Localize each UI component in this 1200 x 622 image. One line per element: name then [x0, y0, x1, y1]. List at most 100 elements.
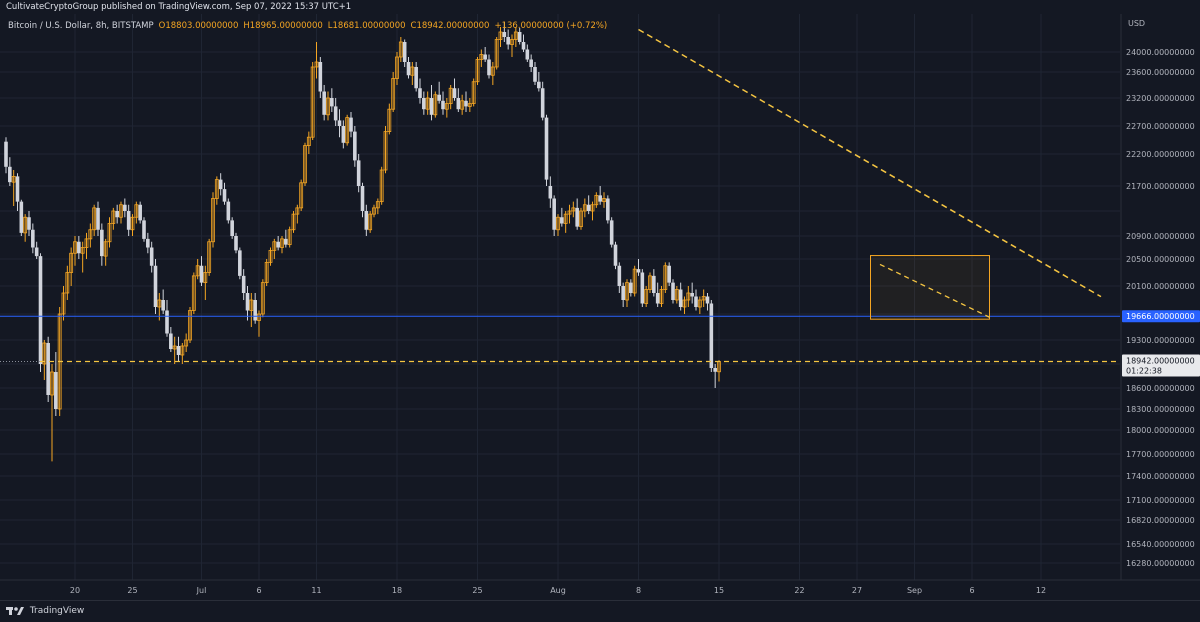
candle-body	[322, 91, 326, 115]
candle-body	[31, 229, 35, 248]
brand-label: TradingView	[29, 606, 85, 616]
horizontal-line-price-badge	[1122, 310, 1200, 323]
candle-body	[629, 282, 633, 293]
candle-body	[713, 368, 717, 372]
legend-high: H18965.00000000	[243, 21, 322, 31]
candle-body	[567, 210, 572, 215]
candle-body	[529, 59, 533, 67]
candle-body	[169, 333, 173, 349]
candle-body	[92, 207, 97, 231]
candle-body	[648, 275, 652, 290]
descending-trendline[interactable]	[638, 28, 1102, 298]
candle-body	[560, 217, 564, 224]
tradingview-logo-icon	[6, 606, 24, 615]
candle-body	[471, 81, 476, 105]
candle-body	[284, 238, 288, 245]
candle-body	[425, 97, 430, 110]
candle-body	[644, 289, 649, 304]
candle-body	[517, 32, 522, 42]
candle-body	[341, 126, 346, 143]
candle-body	[487, 59, 491, 76]
candle-body	[422, 98, 426, 110]
time-axis[interactable]: 20 25 Jul 6 11 18 25 Aug 8 15 22 27 Sep 6 12	[0, 579, 1200, 595]
candle-body	[537, 81, 541, 89]
candle-body	[709, 303, 714, 368]
consolidation-rectangle[interactable]	[870, 255, 990, 320]
price-tick-label: 16280.00000000	[1126, 559, 1195, 568]
candle-body	[544, 117, 549, 180]
candle-body	[238, 250, 242, 276]
price-tick-label: 22200.00000000	[1126, 150, 1195, 159]
candle-body	[594, 194, 599, 206]
candle-body	[383, 131, 388, 171]
time-tick-label: 11	[311, 586, 321, 595]
candle-body	[100, 229, 104, 257]
candle-body	[337, 120, 342, 126]
candle-body	[222, 189, 227, 202]
candle-body	[330, 98, 334, 107]
candle-body	[11, 175, 16, 183]
candle-body	[149, 247, 154, 266]
candle-body	[157, 299, 162, 308]
legend-close: C18942.00000000	[411, 21, 490, 31]
time-tick-label: 25	[127, 586, 137, 595]
candle-body	[364, 211, 369, 230]
candle-body	[230, 220, 234, 236]
candle-body	[663, 265, 668, 290]
rectangle-trendline[interactable]	[879, 263, 990, 318]
candle-body	[134, 204, 139, 218]
candle-body	[299, 182, 304, 209]
candle-body	[483, 54, 487, 60]
candle-body	[245, 293, 250, 311]
legend-text: Bitcoin / U.S. Dollar, 8h, BITSTAMP O1880…	[8, 21, 607, 31]
candle-body	[19, 201, 24, 233]
candle-body	[540, 88, 545, 118]
candle-body	[548, 186, 553, 199]
candle-body	[234, 236, 238, 251]
candle-body	[563, 213, 568, 224]
bar-countdown-label: 01:22:38	[1126, 366, 1162, 375]
candle-body	[456, 98, 461, 110]
candle-body	[27, 217, 31, 230]
candle-body	[686, 292, 691, 301]
candle-body	[257, 313, 261, 321]
candle-body	[253, 300, 257, 321]
candlestick-chart[interactable]: USD 24000.00000000 23600.00000000 23200.000…	[0, 14, 1200, 600]
candle-body	[188, 310, 192, 341]
candle-body	[176, 346, 181, 355]
candle-body	[153, 265, 158, 307]
price-tick-label: 23600.00000000	[1126, 68, 1195, 77]
price-tick-label: 18000.00000000	[1126, 426, 1195, 435]
candle-body	[667, 265, 671, 283]
price-tick-label: 17400.00000000	[1126, 472, 1195, 481]
candle-body	[268, 249, 273, 263]
price-tick-label: 16820.00000000	[1126, 516, 1195, 525]
candles	[4, 22, 721, 462]
candle-body	[625, 282, 629, 301]
candle-body	[602, 198, 606, 203]
chart-area[interactable]: USD 24000.00000000 23600.00000000 23200.000…	[0, 14, 1200, 600]
candle-body	[4, 141, 8, 167]
candle-body	[119, 204, 123, 218]
candle-body	[479, 54, 484, 60]
candle-body	[475, 59, 480, 83]
time-tick-label: 6	[969, 586, 974, 595]
candle-body	[671, 282, 675, 300]
candle-body	[636, 269, 641, 273]
candle-body	[368, 213, 373, 231]
candle-body	[387, 108, 392, 132]
candle-body	[467, 103, 472, 107]
price-axis[interactable]: USD 24000.00000000 23600.00000000 23200.000…	[1120, 14, 1200, 580]
candle-body	[655, 293, 660, 304]
last-price-badge	[1122, 354, 1200, 377]
candle-body	[146, 238, 150, 248]
candle-body	[165, 310, 169, 334]
candle-body	[460, 100, 465, 110]
candle-body	[318, 62, 323, 92]
candle-body	[54, 372, 58, 409]
candle-body	[84, 238, 89, 248]
candle-body	[46, 343, 50, 395]
drawings[interactable]	[0, 28, 1120, 363]
candle-body	[184, 339, 189, 347]
candle-body	[191, 275, 196, 311]
